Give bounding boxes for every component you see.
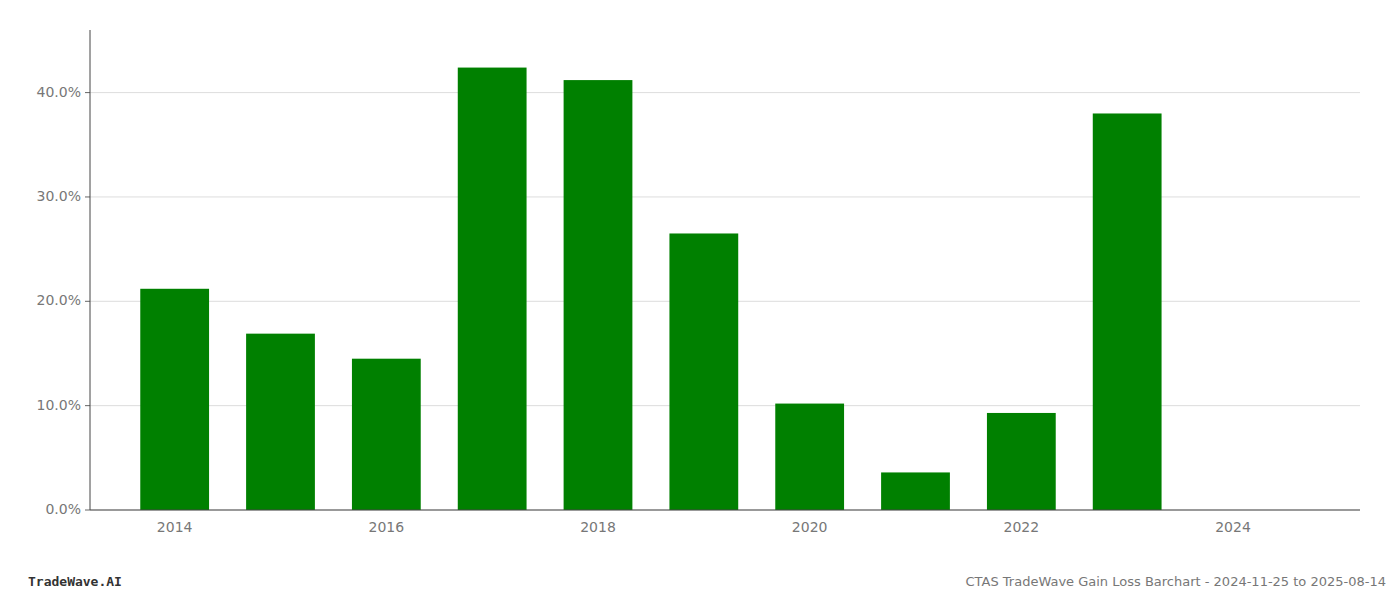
x-tick-label: 2014 xyxy=(157,519,193,535)
y-tick-label: 30.0% xyxy=(37,188,81,204)
y-tick-label: 0.0% xyxy=(45,501,81,517)
x-tick-label: 2022 xyxy=(1004,519,1040,535)
bar xyxy=(775,404,844,510)
x-axis-line xyxy=(90,510,1360,511)
y-tick-label: 40.0% xyxy=(37,84,81,100)
x-tick-label: 2020 xyxy=(792,519,828,535)
y-tick xyxy=(85,510,90,511)
footer-right: CTAS TradeWave Gain Loss Barchart - 2024… xyxy=(966,574,1386,589)
y-axis-line xyxy=(90,30,91,510)
bar xyxy=(458,68,527,510)
x-tick-label: 2016 xyxy=(369,519,405,535)
y-tick xyxy=(85,405,90,406)
x-tick-label: 2018 xyxy=(580,519,616,535)
x-tick-label: 2024 xyxy=(1215,519,1251,535)
bar xyxy=(669,233,738,510)
chart-svg: 0.0% 10.0% 20.0% 30.0% 40.0% 2014 2016 2018 2020… xyxy=(0,0,1400,600)
y-tick xyxy=(85,92,90,93)
chart-container: 0.0% 10.0% 20.0% 30.0% 40.0% 2014 2016 2018 2020… xyxy=(0,0,1400,600)
y-tick-label: 20.0% xyxy=(37,292,81,308)
bars xyxy=(140,68,1161,510)
y-axis: 0.0% 10.0% 20.0% 30.0% 40.0% xyxy=(37,30,90,517)
bar xyxy=(564,80,633,510)
footer-left: TradeWave.AI xyxy=(28,574,122,589)
x-axis: 2014 2016 2018 2020 2022 2024 xyxy=(90,510,1360,535)
bar xyxy=(246,334,315,510)
y-tick xyxy=(85,301,90,302)
bar xyxy=(352,359,421,510)
y-tick-label: 10.0% xyxy=(37,397,81,413)
grid-line xyxy=(90,196,1360,197)
y-tick xyxy=(85,196,90,197)
grid-line xyxy=(90,510,1360,511)
bar xyxy=(881,472,950,510)
bar xyxy=(140,289,209,510)
bar xyxy=(1093,113,1162,510)
grid xyxy=(90,93,1360,510)
bar xyxy=(987,413,1056,510)
grid-line xyxy=(90,92,1360,93)
